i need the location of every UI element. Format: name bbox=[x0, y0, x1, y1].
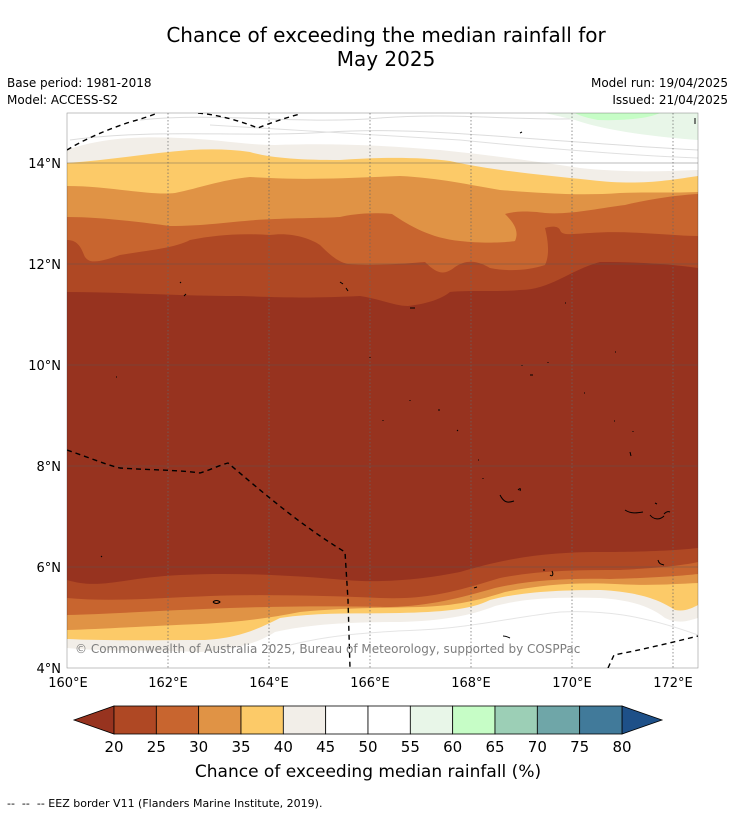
colorbar-tick-label: 60 bbox=[443, 738, 462, 756]
colorbar-tick-label: 25 bbox=[147, 738, 166, 756]
lon-label-170: 170°E bbox=[552, 676, 592, 691]
colorbar-swatch bbox=[240, 705, 284, 735]
colorbar-swatch bbox=[367, 705, 411, 735]
map-title-line-2: May 2025 bbox=[336, 47, 436, 71]
colorbar: 20 25 30 35 40 45 50 55 60 65 70 75 80 bbox=[72, 705, 664, 756]
lon-label-172: 172°E bbox=[653, 676, 693, 691]
colorbar-swatch bbox=[155, 705, 200, 735]
colorbar-tick-label: 70 bbox=[528, 738, 547, 756]
region-45-55-south bbox=[67, 597, 698, 668]
colorbar-tick-label: 80 bbox=[612, 738, 631, 756]
colorbar-tick-label: 45 bbox=[316, 738, 335, 756]
base-period-label: Base period: 1981-2018 bbox=[7, 76, 152, 90]
lat-label-8: 8°N bbox=[37, 460, 62, 475]
island-outlines bbox=[100, 118, 696, 639]
colorbar-swatch bbox=[579, 705, 623, 735]
map-plot-area: © Commonwealth of Australia 2025, Bureau… bbox=[67, 113, 698, 668]
lon-label-168: 168°E bbox=[451, 676, 491, 691]
colorbar-tick-label: 30 bbox=[189, 738, 208, 756]
map-frame bbox=[66, 112, 699, 669]
colorbar-under-arrow bbox=[72, 705, 115, 735]
wet-region-55-60 bbox=[545, 113, 698, 140]
lat-label-14: 14°N bbox=[28, 157, 61, 172]
eez-legend-note: -- -- -- EEZ border V11 (Flanders Marine… bbox=[7, 797, 323, 810]
lat-label-4: 4°N bbox=[37, 662, 62, 677]
copyright-notice: © Commonwealth of Australia 2025, Bureau… bbox=[75, 642, 580, 656]
colorbar-tick-label: 50 bbox=[358, 738, 377, 756]
lat-label-6: 6°N bbox=[37, 561, 62, 576]
map-gridlines bbox=[67, 113, 698, 668]
colorbar-swatch bbox=[113, 705, 157, 735]
colorbar-title: Chance of exceeding median rainfall (%) bbox=[194, 762, 542, 782]
lat-label-12: 12°N bbox=[28, 258, 61, 273]
colorbar-swatch bbox=[536, 705, 581, 735]
model-run-label: Model run: 19/04/2025 bbox=[590, 76, 728, 90]
issued-label: Issued: 21/04/2025 bbox=[612, 93, 728, 107]
map-title-line-1: Chance of exceeding the median rainfall … bbox=[166, 23, 606, 47]
colorbar-swatch bbox=[198, 705, 242, 735]
lon-label-162: 162°E bbox=[148, 676, 188, 691]
colorbar-tick-label: 65 bbox=[485, 738, 504, 756]
colorbar-swatch bbox=[452, 705, 496, 735]
colorbar-swatch bbox=[409, 705, 454, 735]
colorbar-swatch bbox=[282, 705, 327, 735]
lon-label-160: 160°E bbox=[48, 676, 88, 691]
colorbar-tick-label: 35 bbox=[231, 738, 250, 756]
lon-label-166: 166°E bbox=[350, 676, 390, 691]
colorbar-tick-label: 55 bbox=[401, 738, 420, 756]
wet-region-60-65 bbox=[575, 113, 660, 121]
colorbar-swatch bbox=[325, 705, 369, 735]
eez-border-lines bbox=[67, 113, 698, 668]
colorbar-tick-label: 75 bbox=[570, 738, 589, 756]
colorbar-swatch bbox=[494, 705, 538, 735]
lon-label-164: 164°E bbox=[249, 676, 289, 691]
colorbar-over-arrow bbox=[621, 705, 664, 735]
forecast-map: © Commonwealth of Australia 2025, Bureau… bbox=[28, 112, 699, 756]
model-label: Model: ACCESS-S2 bbox=[7, 93, 119, 107]
colorbar-tick-label: 20 bbox=[104, 738, 123, 756]
lat-label-10: 10°N bbox=[28, 359, 61, 374]
colorbar-tick-label: 40 bbox=[274, 738, 293, 756]
